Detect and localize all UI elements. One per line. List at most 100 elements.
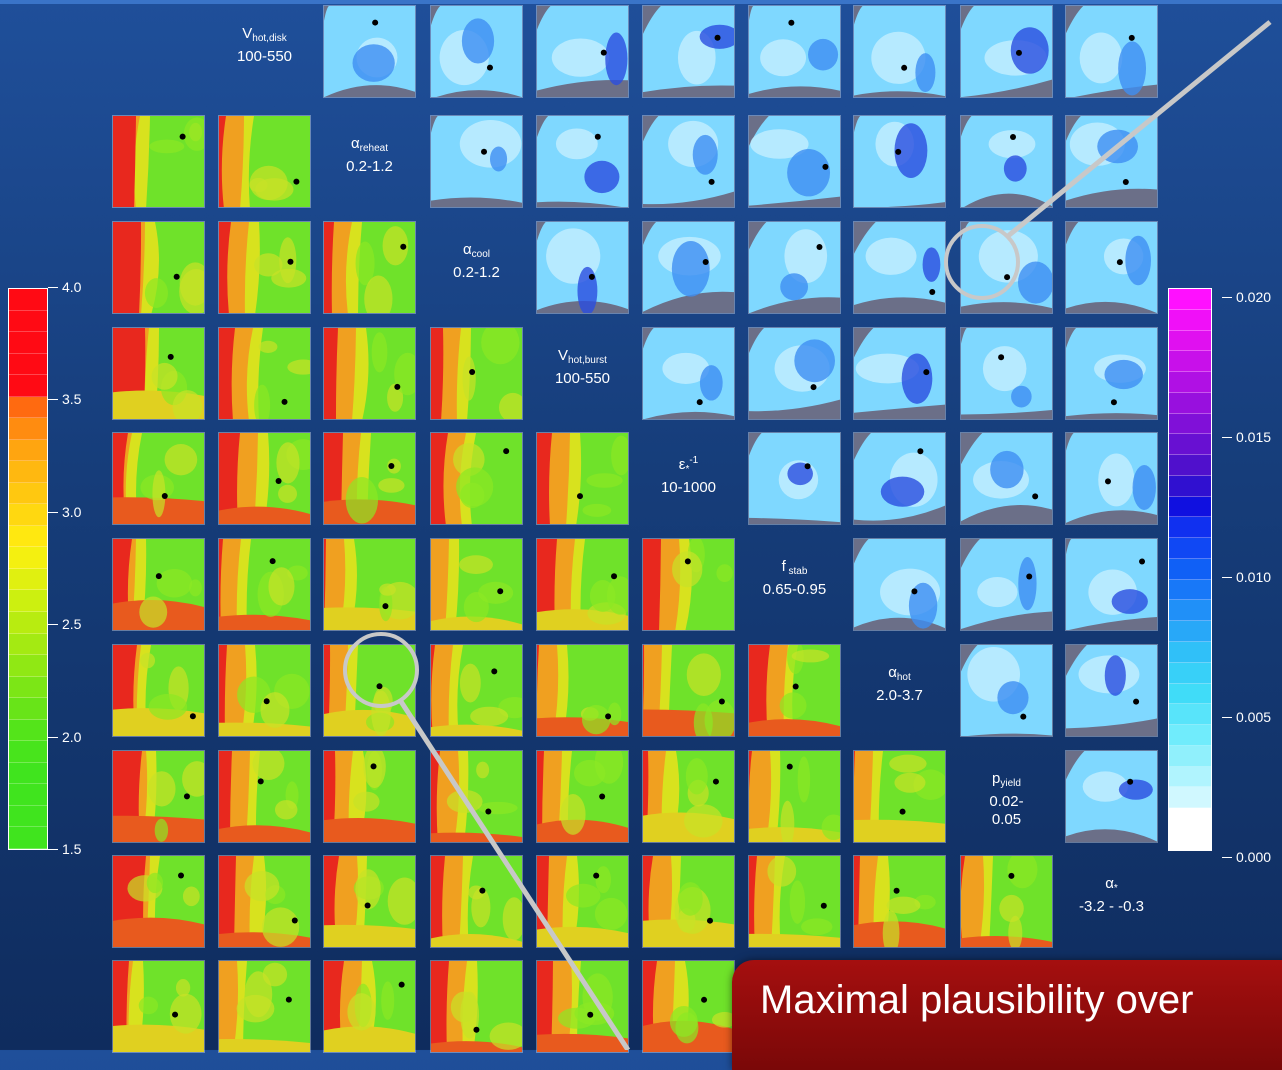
plausibility-heatmap-cell — [112, 750, 205, 843]
colorbar-swatch — [9, 439, 47, 462]
colorbar-swatch — [9, 461, 47, 483]
best-fit-point — [179, 133, 186, 140]
parameter-symbol: α* — [1065, 875, 1158, 898]
best-fit-point — [491, 668, 498, 675]
best-fit-point — [804, 463, 811, 470]
best-fit-point — [1110, 399, 1117, 406]
best-fit-point — [388, 463, 395, 470]
colorbar-tick-label: 3.5 — [47, 391, 82, 408]
best-fit-point — [600, 49, 607, 56]
plausibility-heatmap-cell — [642, 538, 735, 631]
error-heatmap-cell — [853, 5, 946, 98]
best-fit-point — [189, 713, 196, 720]
parameter-label: f stab 0.65-0.95 — [748, 538, 841, 631]
best-fit-point — [1015, 49, 1022, 56]
best-fit-point — [364, 902, 371, 909]
best-fit-point — [1032, 493, 1039, 500]
error-heatmap-cell — [960, 221, 1053, 314]
colorbar-swatch — [9, 525, 47, 548]
best-fit-point — [479, 887, 486, 894]
symbol-text: ε — [678, 456, 686, 473]
symbol-subscript: * — [685, 464, 690, 475]
error-heatmap-cell — [642, 5, 735, 98]
best-fit-point — [998, 354, 1005, 361]
plausibility-heatmap-cell — [642, 960, 735, 1053]
best-fit-point — [605, 713, 612, 720]
colorbar-swatch — [9, 655, 47, 677]
best-fit-point — [370, 763, 377, 770]
error-heatmap-cell — [1065, 221, 1158, 314]
colorbar-swatch — [1169, 808, 1211, 829]
best-fit-point — [473, 1026, 480, 1033]
best-fit-point — [1128, 34, 1135, 41]
error-heatmap-cell — [536, 5, 629, 98]
error-heatmap-cell — [430, 115, 523, 208]
best-fit-point — [594, 133, 601, 140]
best-fit-point — [917, 448, 924, 455]
parameter-symbol: αcool — [430, 241, 523, 264]
colorbar-tick-label: 0.015 — [1221, 429, 1272, 445]
plausibility-heatmap-cell — [218, 432, 311, 525]
plausibility-heatmap-cell — [536, 960, 629, 1053]
colorbar-swatch — [1169, 725, 1211, 746]
best-fit-point — [394, 383, 401, 390]
best-fit-point — [893, 887, 900, 894]
best-fit-point — [177, 872, 184, 879]
colorbar-swatch — [1169, 475, 1211, 497]
best-fit-point — [588, 273, 595, 280]
callout-text: Maximal plausibility over — [760, 978, 1194, 1022]
error-heatmap-cell — [748, 327, 841, 420]
error-heatmap-cell — [536, 221, 629, 314]
error-heatmap-cell — [853, 221, 946, 314]
best-fit-point — [257, 778, 264, 785]
parameter-range: -3.2 - -0.3 — [1078, 898, 1145, 915]
parameter-symbol: ε*-1 — [642, 452, 735, 479]
colorbar-swatch — [1169, 766, 1211, 788]
symbol-text: p — [992, 770, 1001, 787]
best-fit-point — [1116, 259, 1123, 266]
plausibility-heatmap-cell — [218, 750, 311, 843]
best-fit-point — [275, 478, 282, 485]
plausibility-heatmap-cell — [323, 538, 416, 631]
error-heatmap-cell — [748, 5, 841, 98]
best-fit-point — [398, 981, 405, 988]
colorbar-swatch — [1169, 579, 1211, 601]
colorbar-swatch — [1169, 372, 1211, 393]
plausibility-heatmap-cell — [536, 855, 629, 948]
colorbar-swatch — [1169, 828, 1211, 850]
colorbar-swatch — [1169, 289, 1211, 310]
colorbar-tick-label: 1.5 — [47, 841, 82, 857]
symbol-text: V — [558, 347, 569, 364]
plausibility-heatmap-cell — [112, 432, 205, 525]
plausibility-heatmap-cell — [853, 855, 946, 948]
parameter-range: 0.2-1.2 — [453, 264, 500, 281]
colorbar-swatch — [1169, 496, 1211, 518]
best-fit-point — [481, 148, 488, 155]
colorbar-swatch — [1169, 413, 1211, 435]
error-heatmap-cell — [1065, 538, 1158, 631]
colorbar-swatch — [1169, 642, 1211, 663]
error-heatmap-cell — [1065, 644, 1158, 737]
best-fit-point — [485, 808, 492, 815]
colorbar-swatch — [9, 633, 47, 656]
best-fit-point — [372, 19, 379, 26]
colorbar-swatch — [9, 375, 47, 397]
plausibility-heatmap-cell — [323, 644, 416, 737]
plausibility-heatmap-cell — [112, 221, 205, 314]
symbol-subscript: cool — [471, 249, 491, 260]
error-heatmap-cell — [1065, 327, 1158, 420]
best-fit-point — [382, 603, 389, 610]
best-fit-point — [497, 588, 504, 595]
symbol-subscript: reheat — [359, 143, 389, 154]
error-heatmap-cell — [960, 115, 1053, 208]
plausibility-heatmap-cell — [323, 432, 416, 525]
parameter-label: pyield 0.02- 0.05 — [960, 750, 1053, 843]
parameter-symbol: Vhot,burst — [536, 347, 629, 370]
colorbar-swatch — [9, 590, 47, 612]
parameter-range: 10-1000 — [660, 479, 717, 496]
best-fit-point — [929, 289, 936, 296]
plausibility-heatmap-cell — [323, 221, 416, 314]
plausibility-heatmap-cell — [112, 644, 205, 737]
plausibility-heatmap-cell — [218, 327, 311, 420]
best-fit-point — [1139, 558, 1146, 565]
